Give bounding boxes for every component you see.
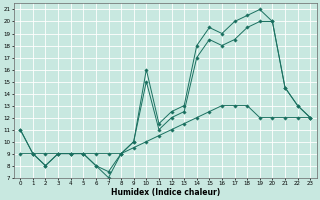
X-axis label: Humidex (Indice chaleur): Humidex (Indice chaleur): [111, 188, 220, 197]
